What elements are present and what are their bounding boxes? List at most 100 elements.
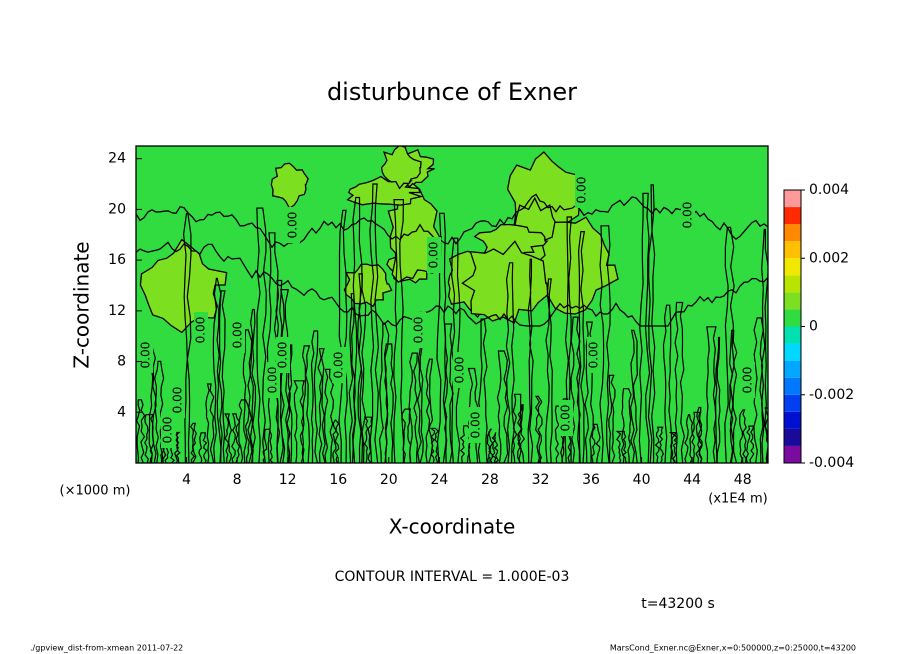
contour-line	[564, 216, 573, 463]
contour-label-bg	[559, 400, 573, 436]
contour-line	[280, 289, 290, 463]
x-tick-label: 28	[481, 472, 499, 488]
x-tick-label: 24	[430, 472, 448, 488]
contour-label: 0.00	[194, 317, 208, 344]
y-axis-label: Z-coordinate	[70, 241, 94, 368]
colorbar-tick-label: -0.002	[809, 387, 854, 403]
contour-line	[198, 432, 208, 463]
contour-label-bg	[469, 407, 483, 443]
contour-line	[534, 395, 543, 463]
colorbar-cell	[784, 258, 801, 276]
colorbar-cell	[784, 292, 801, 310]
contour-patch	[461, 240, 549, 324]
contour-label-bg	[587, 337, 601, 373]
x-tick-label: 36	[582, 472, 600, 488]
contour-line	[293, 380, 305, 463]
contour-label-bg	[575, 172, 589, 208]
contour-line	[728, 329, 738, 463]
contour-line	[352, 196, 364, 463]
contour-line	[638, 192, 651, 463]
y-tick-label: 8	[117, 354, 126, 370]
x-tick-label: 40	[633, 472, 651, 488]
contour-line	[704, 326, 717, 463]
contour-line	[436, 212, 447, 463]
contour-line	[674, 301, 685, 463]
colorbar-cell	[784, 377, 801, 395]
colorbar-tick-label: 0	[809, 319, 818, 335]
contour-label-bg	[161, 412, 175, 448]
contour-line	[238, 399, 250, 463]
contour-line	[684, 414, 694, 463]
contour-line	[527, 258, 534, 463]
contour-line	[256, 207, 267, 463]
footer-right: MarsCond_Exner.nc@Exner,x=0:500000,z=0:2…	[610, 644, 856, 653]
contour-line	[378, 322, 390, 463]
contour-label-bg	[139, 337, 153, 373]
contour-line	[491, 432, 499, 463]
colorbar-cell	[784, 411, 801, 429]
x-tick-label: 20	[380, 472, 398, 488]
contour-line	[212, 277, 222, 463]
colorbar-tick-label: 0.002	[809, 250, 849, 266]
colorbar-cell	[784, 207, 801, 225]
colorbar-cell	[784, 343, 801, 361]
x-tick-label: 44	[683, 472, 701, 488]
footer-left: ./gpview_dist-from-xmean 2011-07-22	[30, 644, 183, 653]
contour-line	[218, 290, 226, 463]
contour-line	[517, 404, 526, 463]
contour-line	[545, 278, 553, 463]
contour-line	[332, 419, 340, 463]
contour-line	[724, 226, 735, 463]
contour-label: 0.00	[469, 412, 483, 439]
contour-patch	[380, 146, 422, 190]
contour-patch	[343, 263, 393, 308]
contour-label: 0.00	[161, 417, 175, 444]
contour-line	[615, 430, 628, 463]
time-label: t=43200 s	[641, 596, 715, 612]
contour-label: 0.00	[453, 357, 467, 384]
contour-label-bg	[286, 207, 300, 243]
contour-line	[760, 228, 768, 463]
contour-label: 0.00	[559, 405, 573, 432]
contour-line	[486, 428, 494, 463]
contour-line	[590, 423, 601, 463]
contour-line	[408, 352, 419, 463]
contour-label: 0.00	[171, 387, 185, 414]
contour-line	[496, 350, 509, 463]
contour-label: 0.00	[575, 177, 589, 204]
contour-label: 0.00	[741, 367, 755, 394]
colorbar-cell	[784, 428, 801, 446]
contour-label-bg	[171, 382, 185, 418]
contour-line	[668, 432, 678, 463]
contour-label: 0.00	[139, 342, 153, 369]
x-tick-label: 8	[233, 472, 242, 488]
contour-label-bg	[681, 197, 695, 233]
contour-label-bg	[276, 337, 290, 373]
contour-line	[608, 374, 616, 463]
contour-line	[425, 358, 434, 463]
contour-line	[599, 225, 611, 463]
contour-label: 0.00	[266, 367, 280, 394]
contour-line	[714, 336, 721, 463]
contour-line	[647, 184, 656, 463]
x-tick-label: 32	[532, 472, 550, 488]
contour-label-bg	[741, 362, 755, 398]
contour-line	[369, 183, 380, 463]
contour-label-bg	[427, 237, 441, 273]
colorbar-cell	[784, 275, 801, 293]
contour-line	[629, 329, 638, 463]
contour-line	[691, 411, 703, 463]
contour-line	[753, 317, 764, 463]
x-tick-label: 16	[329, 472, 347, 488]
contour-label-bg	[231, 317, 245, 353]
contour-line	[393, 199, 405, 463]
y-tick-label: 24	[108, 151, 126, 167]
contour-line	[695, 406, 703, 463]
annotation: CONTOUR INTERVAL = 1.000E-03	[335, 569, 570, 585]
contour-line	[512, 393, 523, 463]
contour-line	[323, 368, 335, 463]
contour-line	[224, 413, 233, 463]
contour-line	[357, 273, 367, 463]
contour-line	[662, 304, 673, 463]
